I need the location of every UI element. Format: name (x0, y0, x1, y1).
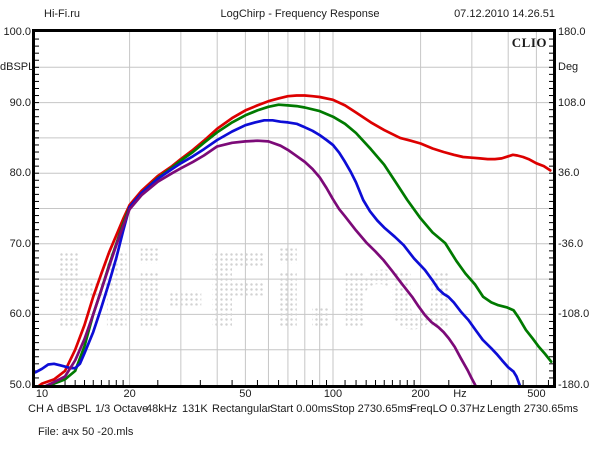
y-axis-right-tick-label: -36.0 (558, 237, 584, 250)
x-axis-tick-label: 10 (35, 388, 49, 400)
window-title: LogChirp - Frequency Response (220, 8, 380, 20)
x-axis-unit: Hz (453, 388, 467, 400)
response-curves (35, 94, 553, 385)
status-fft-size: 131K (182, 403, 208, 415)
y-axis-right-tick-label: 108.0 (558, 96, 586, 109)
y-axis-right-tick-label: 180.0 (558, 26, 586, 38)
status-unit: dBSPL (57, 403, 92, 415)
status-start-time: Start 0.00ms (270, 403, 333, 415)
y-axis-left-tick-label: 90.0 (9, 96, 31, 109)
status-stop-time: Stop 2730.65ms (332, 403, 413, 415)
y-axis-right-tick-label: -180.0 (558, 379, 590, 391)
status-window: Rectangular (212, 403, 272, 415)
site-name: Hi-Fi.ru (44, 8, 81, 20)
plot-grid (35, 32, 553, 385)
red-response-curve (37, 94, 552, 385)
measurement-datetime: 07.12.2010 14.26.51 (454, 8, 555, 20)
status-channel: CH A (28, 403, 54, 415)
frequency-response-plot: Hi-Fi.ru (32, 29, 556, 388)
y-axis-left-tick-label: 50.0 (9, 379, 31, 391)
purple-response-curve (44, 139, 477, 385)
status-samplerate: 48kHz (146, 403, 178, 415)
y-axis-left-tick-label: 70.0 (9, 237, 31, 250)
y-axis-right-unit: Deg (558, 61, 579, 73)
y-axis-left-tick-label: 60.0 (9, 308, 31, 321)
status-smoothing: 1/3 Octave (95, 403, 149, 415)
y-axis-left-tick-label: 80.0 (9, 167, 31, 180)
file-name-label: File: ачх 50 -20.mls (38, 426, 134, 438)
y-axis-left-tick-label: 100.0 (3, 26, 31, 38)
x-axis-tick-label: 50 (239, 388, 252, 400)
x-axis-tick-label: 500 (527, 388, 546, 400)
y-axis-left-unit: dBSPL (0, 61, 35, 73)
y-axis-right-tick-label: -108.0 (558, 308, 590, 321)
x-axis-tick-label: 20 (123, 388, 136, 400)
clio-brand-label: CLIO (511, 35, 547, 50)
status-length: Length 2730.65ms (487, 403, 579, 415)
blue-response-curve (35, 118, 522, 385)
x-axis-tick-label: 100 (323, 388, 343, 400)
y-axis-right-tick-label: 36.0 (558, 167, 580, 180)
x-axis-tick-label: 200 (411, 388, 430, 400)
status-freq-lo: FreqLO 0.37Hz (410, 403, 486, 415)
